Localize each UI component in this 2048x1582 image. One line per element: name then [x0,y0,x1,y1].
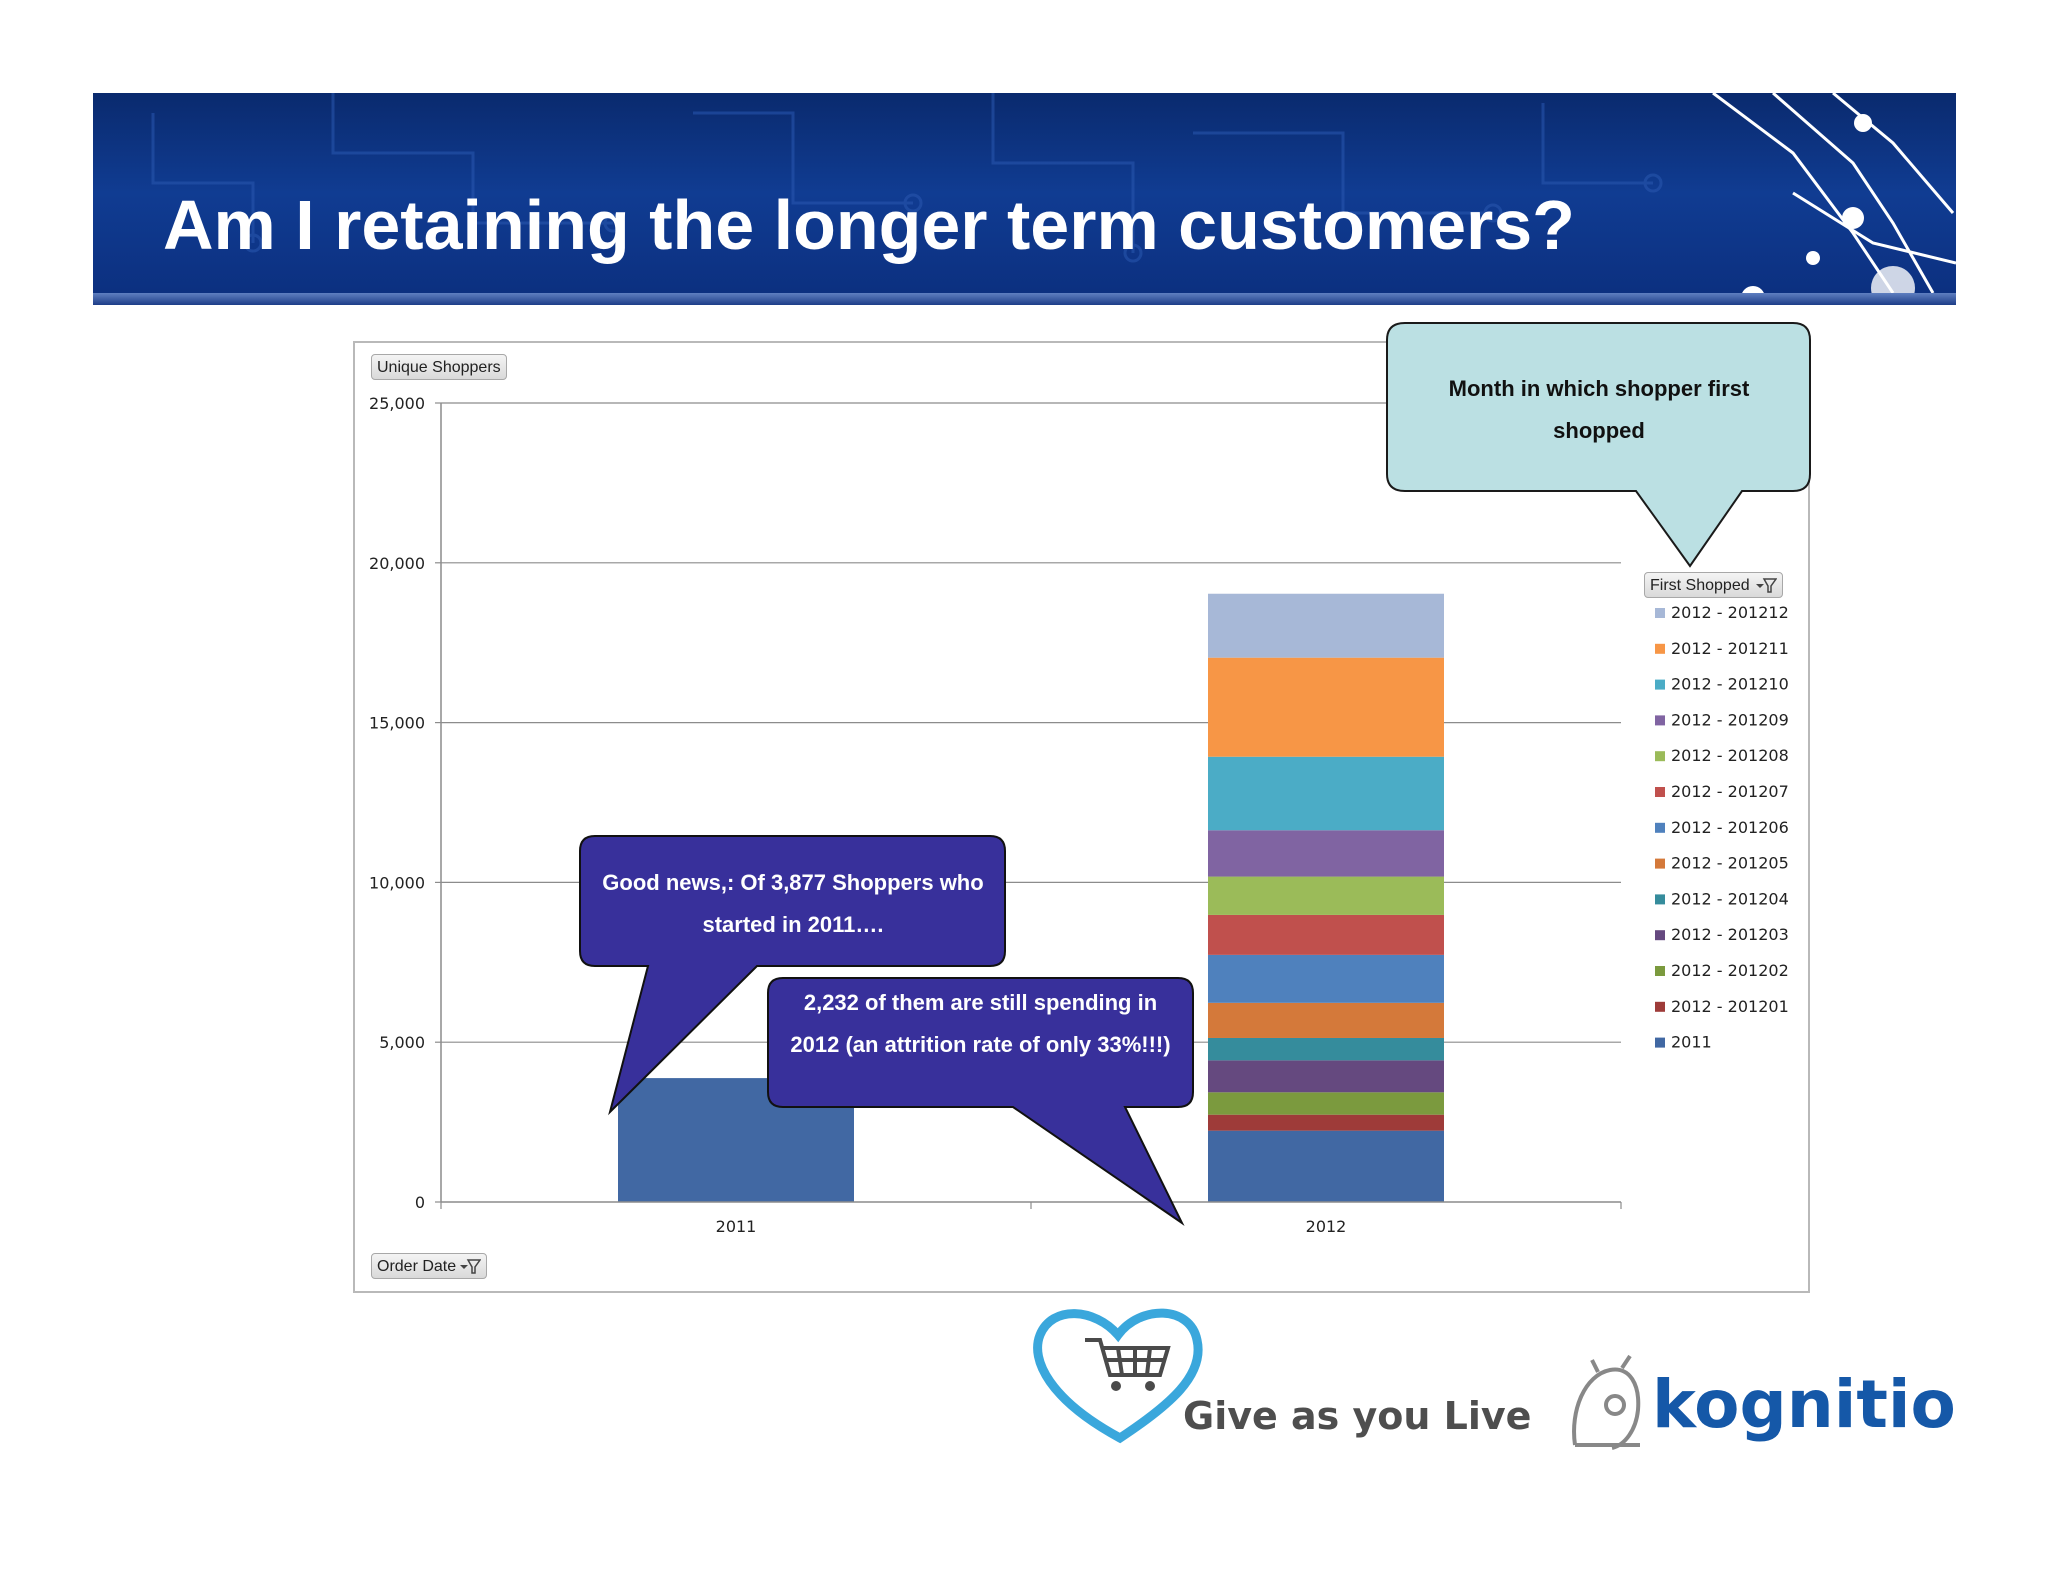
legend-swatch [1655,787,1665,797]
bar-segment [1208,1037,1444,1061]
kognitio-logo: kognitio [1652,1366,1956,1443]
y-tick-label: 5,000 [379,1033,425,1052]
bar-segment [1208,657,1444,757]
legend-label: 2011 [1671,1033,1712,1052]
x-tick-label: 2012 [1306,1217,1347,1236]
y-tick-label: 25,000 [369,394,425,413]
bar-segment [1208,876,1444,915]
legend-label: 2012 - 201207 [1671,782,1789,801]
legend-label: 2012 - 201206 [1671,818,1789,837]
legend-field-button[interactable]: First Shopped [1644,572,1783,598]
circuit-pattern-decoration [151,93,1956,293]
legend-label: 2012 - 201212 [1671,603,1789,622]
bar-segment [1208,1060,1444,1093]
legend-label: 2012 - 201209 [1671,710,1789,729]
legend-swatch [1655,930,1665,941]
bar-segment [1208,593,1444,658]
filter-dropdown-icon [1755,578,1777,593]
bar-segment [618,1078,854,1202]
bar-segment [1208,1130,1444,1202]
legend-swatch [1655,1037,1665,1048]
owl-icon [1572,1354,1641,1450]
values-field-button[interactable]: Unique Shoppers [371,354,507,380]
legend-swatch [1655,751,1665,762]
legend-swatch [1655,715,1665,726]
y-tick-label: 10,000 [369,873,425,892]
legend-label: 2012 - 201211 [1671,639,1789,658]
filter-dropdown-icon [460,1259,482,1274]
legend-swatch [1655,608,1665,618]
y-tick-label: 15,000 [369,714,425,733]
legend-label: 2012 - 201202 [1671,961,1789,980]
legend-swatch [1655,822,1665,833]
pivot-chart: Unique Shoppers Order Date First Shopped… [353,341,1810,1293]
axis-field-label: Order Date [377,1258,457,1275]
bar-segment [1208,756,1444,831]
y-tick-label: 20,000 [369,554,425,573]
bar-segment [1208,914,1444,955]
give-as-you-live-logo: Give as you Live [1183,1394,1531,1438]
legend-label: 2012 - 201208 [1671,746,1789,765]
legend-label: 2012 - 201203 [1671,925,1789,944]
bar-segment [1208,1092,1444,1115]
title-banner: Am I retaining the longer term customers… [93,93,1956,293]
legend-swatch [1655,1001,1665,1012]
legend-field-label: First Shopped [1650,577,1750,594]
bar-segment [1208,1002,1444,1038]
legend-label: 2012 - 201204 [1671,889,1789,908]
shopping-cart-heart-icon [1033,1308,1203,1444]
legend-swatch [1655,966,1665,976]
legend-swatch [1655,643,1665,654]
bar-segment [1208,1114,1444,1131]
legend-label: 2012 - 201201 [1671,997,1789,1016]
chart-plot-area: 0 5,000 10,000 15,000 20,000 25,000 2011 2012 2… [369,394,1789,1236]
bar-segment [1208,954,1444,1003]
values-field-label: Unique Shoppers [377,359,501,376]
first-shopped-callout-text: Month in which shopper first shopped [1448,376,1750,443]
legend-label: 2012 - 201205 [1671,854,1789,873]
bar-segment [1208,830,1444,877]
axis-field-button[interactable]: Order Date [371,1253,488,1279]
still-spending-callout-text: 2,232 of them are still spending in 2012… [790,990,1171,1057]
legend-label: 2012 - 201210 [1671,675,1789,694]
legend-swatch [1655,679,1665,690]
slide-title: Am I retaining the longer term customers… [163,186,1575,264]
x-tick-label: 2011 [716,1217,757,1236]
banner-underline [93,293,1956,305]
good-news-callout-text: Good news,: Of 3,877 Shoppers who starte… [602,870,984,937]
legend-swatch [1655,858,1665,869]
legend-swatch [1655,894,1665,905]
y-tick-label: 0 [415,1193,425,1212]
